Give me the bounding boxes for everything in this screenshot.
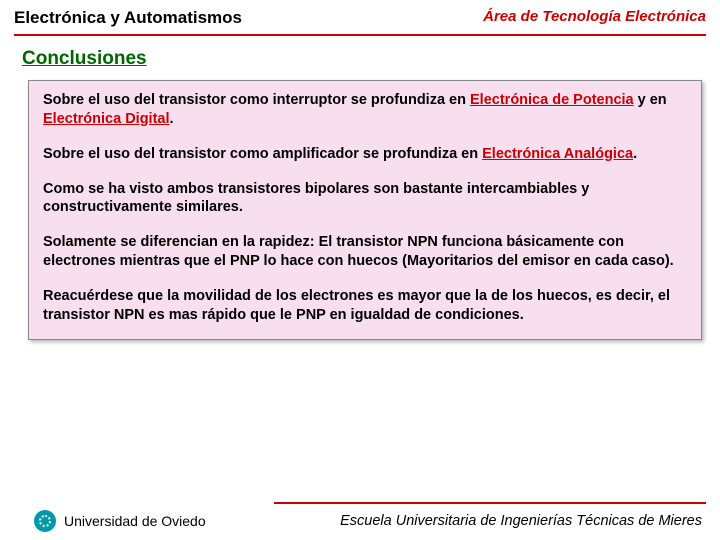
paragraph-5: Reacuérdese que la movilidad de los elec… — [43, 287, 687, 325]
university-logo-icon — [34, 510, 56, 532]
logo-inner-icon — [39, 515, 51, 527]
p1-text-c: . — [170, 111, 174, 127]
p2-link-1[interactable]: Electrónica Analógica — [482, 146, 633, 162]
footer-divider — [274, 502, 706, 504]
paragraph-4: Solamente se diferencian en la rapidez: … — [43, 233, 687, 271]
p1-text-b: y en — [634, 92, 667, 108]
p1-text-a: Sobre el uso del transistor como interru… — [43, 92, 470, 108]
header-right-title: Área de Tecnología Electrónica — [483, 8, 706, 25]
content-box: Sobre el uso del transistor como interru… — [28, 80, 702, 340]
p2-text-b: . — [633, 146, 637, 162]
p1-link-1[interactable]: Electrónica de Potencia — [470, 92, 634, 108]
footer: Universidad de Oviedo Escuela Universita… — [0, 502, 720, 532]
header: Electrónica y Automatismos Área de Tecno… — [0, 0, 720, 32]
university-name: Universidad de Oviedo — [64, 513, 206, 529]
school-name: Escuela Universitaria de Ingenierías Téc… — [340, 513, 706, 529]
header-left-title: Electrónica y Automatismos — [14, 8, 242, 28]
p2-text-a: Sobre el uso del transistor como amplifi… — [43, 146, 482, 162]
p1-link-2[interactable]: Electrónica Digital — [43, 111, 170, 127]
section-title: Conclusiones — [0, 46, 720, 80]
footer-row: Universidad de Oviedo Escuela Universita… — [14, 510, 706, 532]
footer-left: Universidad de Oviedo — [14, 510, 206, 532]
paragraph-3: Como se ha visto ambos transistores bipo… — [43, 180, 687, 218]
header-divider — [14, 34, 706, 36]
paragraph-2: Sobre el uso del transistor como amplifi… — [43, 145, 687, 164]
paragraph-1: Sobre el uso del transistor como interru… — [43, 91, 687, 129]
